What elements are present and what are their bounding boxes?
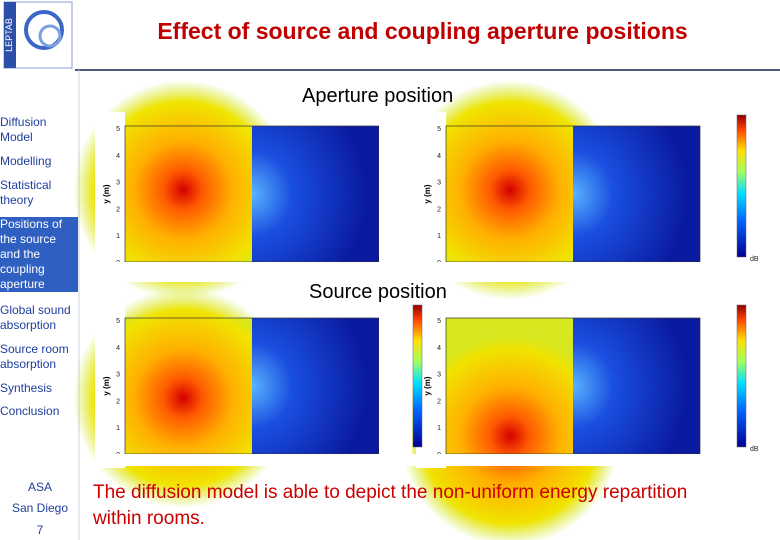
nav-item[interactable]: Conclusion xyxy=(0,404,60,418)
gap xyxy=(98,262,738,282)
colorbar-unit: dB xyxy=(750,446,759,453)
y-tick-label: 1 xyxy=(116,425,120,432)
nav-item-active[interactable]: Positions of the source and the coupling… xyxy=(0,217,78,292)
receiver-room xyxy=(573,318,700,454)
y-tick-label: 1 xyxy=(437,233,441,240)
y-tick-label: 2 xyxy=(437,398,441,405)
nav-item[interactable]: Synthesis xyxy=(0,381,53,395)
logo-text: LEPTAB xyxy=(4,18,14,52)
gap xyxy=(379,305,412,460)
nav-item[interactable]: Source room absorption xyxy=(0,342,69,371)
footer-text: ASA xyxy=(27,480,52,494)
y-tick-label: 3 xyxy=(116,180,120,187)
cover-left xyxy=(95,112,125,276)
footer-text: San Diego xyxy=(11,501,69,515)
y-tick-label: 3 xyxy=(437,180,441,187)
y-tick-label: 5 xyxy=(116,318,120,325)
y-tick-label: 4 xyxy=(116,153,120,160)
y-tick-label: 1 xyxy=(116,233,120,240)
y-tick-label: 3 xyxy=(437,372,441,379)
colorbar xyxy=(736,114,747,258)
receiver-room xyxy=(252,126,379,262)
y-tick-label: 5 xyxy=(437,126,441,133)
y-tick-label: 3 xyxy=(116,372,120,379)
page-number: 7 xyxy=(36,523,44,537)
gap xyxy=(706,113,734,463)
cover-left xyxy=(95,304,125,468)
colorbar xyxy=(736,304,747,448)
conclusion: The diffusion model is able to depict th… xyxy=(93,482,688,529)
gap xyxy=(379,113,420,268)
logo: LEPTAB xyxy=(3,1,73,69)
source-field xyxy=(400,80,620,300)
y-axis-label: y (m) xyxy=(102,376,111,395)
y-tick-label: 2 xyxy=(116,398,120,405)
colorbar-unit: dB xyxy=(750,256,759,263)
section-label: Source position xyxy=(309,281,447,303)
source-field xyxy=(73,80,293,300)
y-tick-label: 5 xyxy=(437,318,441,325)
y-tick-label: 1 xyxy=(437,425,441,432)
nav-item[interactable]: Global sound absorption xyxy=(0,303,71,332)
nav-item[interactable]: Modelling xyxy=(0,154,52,168)
source-field xyxy=(400,326,620,540)
section-label: Aperture position xyxy=(302,85,454,107)
source-field xyxy=(73,288,293,508)
receiver-room xyxy=(573,126,700,262)
y-tick-label: 4 xyxy=(437,153,441,160)
nav-item[interactable]: Statistical theory xyxy=(0,178,52,207)
y-tick-label: 4 xyxy=(116,345,120,352)
y-tick-label: 2 xyxy=(116,206,120,213)
nav-item[interactable]: Diffusion Model xyxy=(0,115,47,144)
y-tick-label: 2 xyxy=(437,206,441,213)
cover-left xyxy=(416,112,446,276)
y-tick-label: 4 xyxy=(437,345,441,352)
y-tick-label: 5 xyxy=(116,126,120,133)
slide-title: Effect of source and coupling aperture p… xyxy=(157,18,688,44)
y-axis-label: y (m) xyxy=(102,184,111,203)
y-axis-label: y (m) xyxy=(423,184,432,203)
receiver-room xyxy=(252,318,379,454)
gap xyxy=(98,454,738,466)
colorbar xyxy=(412,304,423,448)
y-axis-label: y (m) xyxy=(423,376,432,395)
